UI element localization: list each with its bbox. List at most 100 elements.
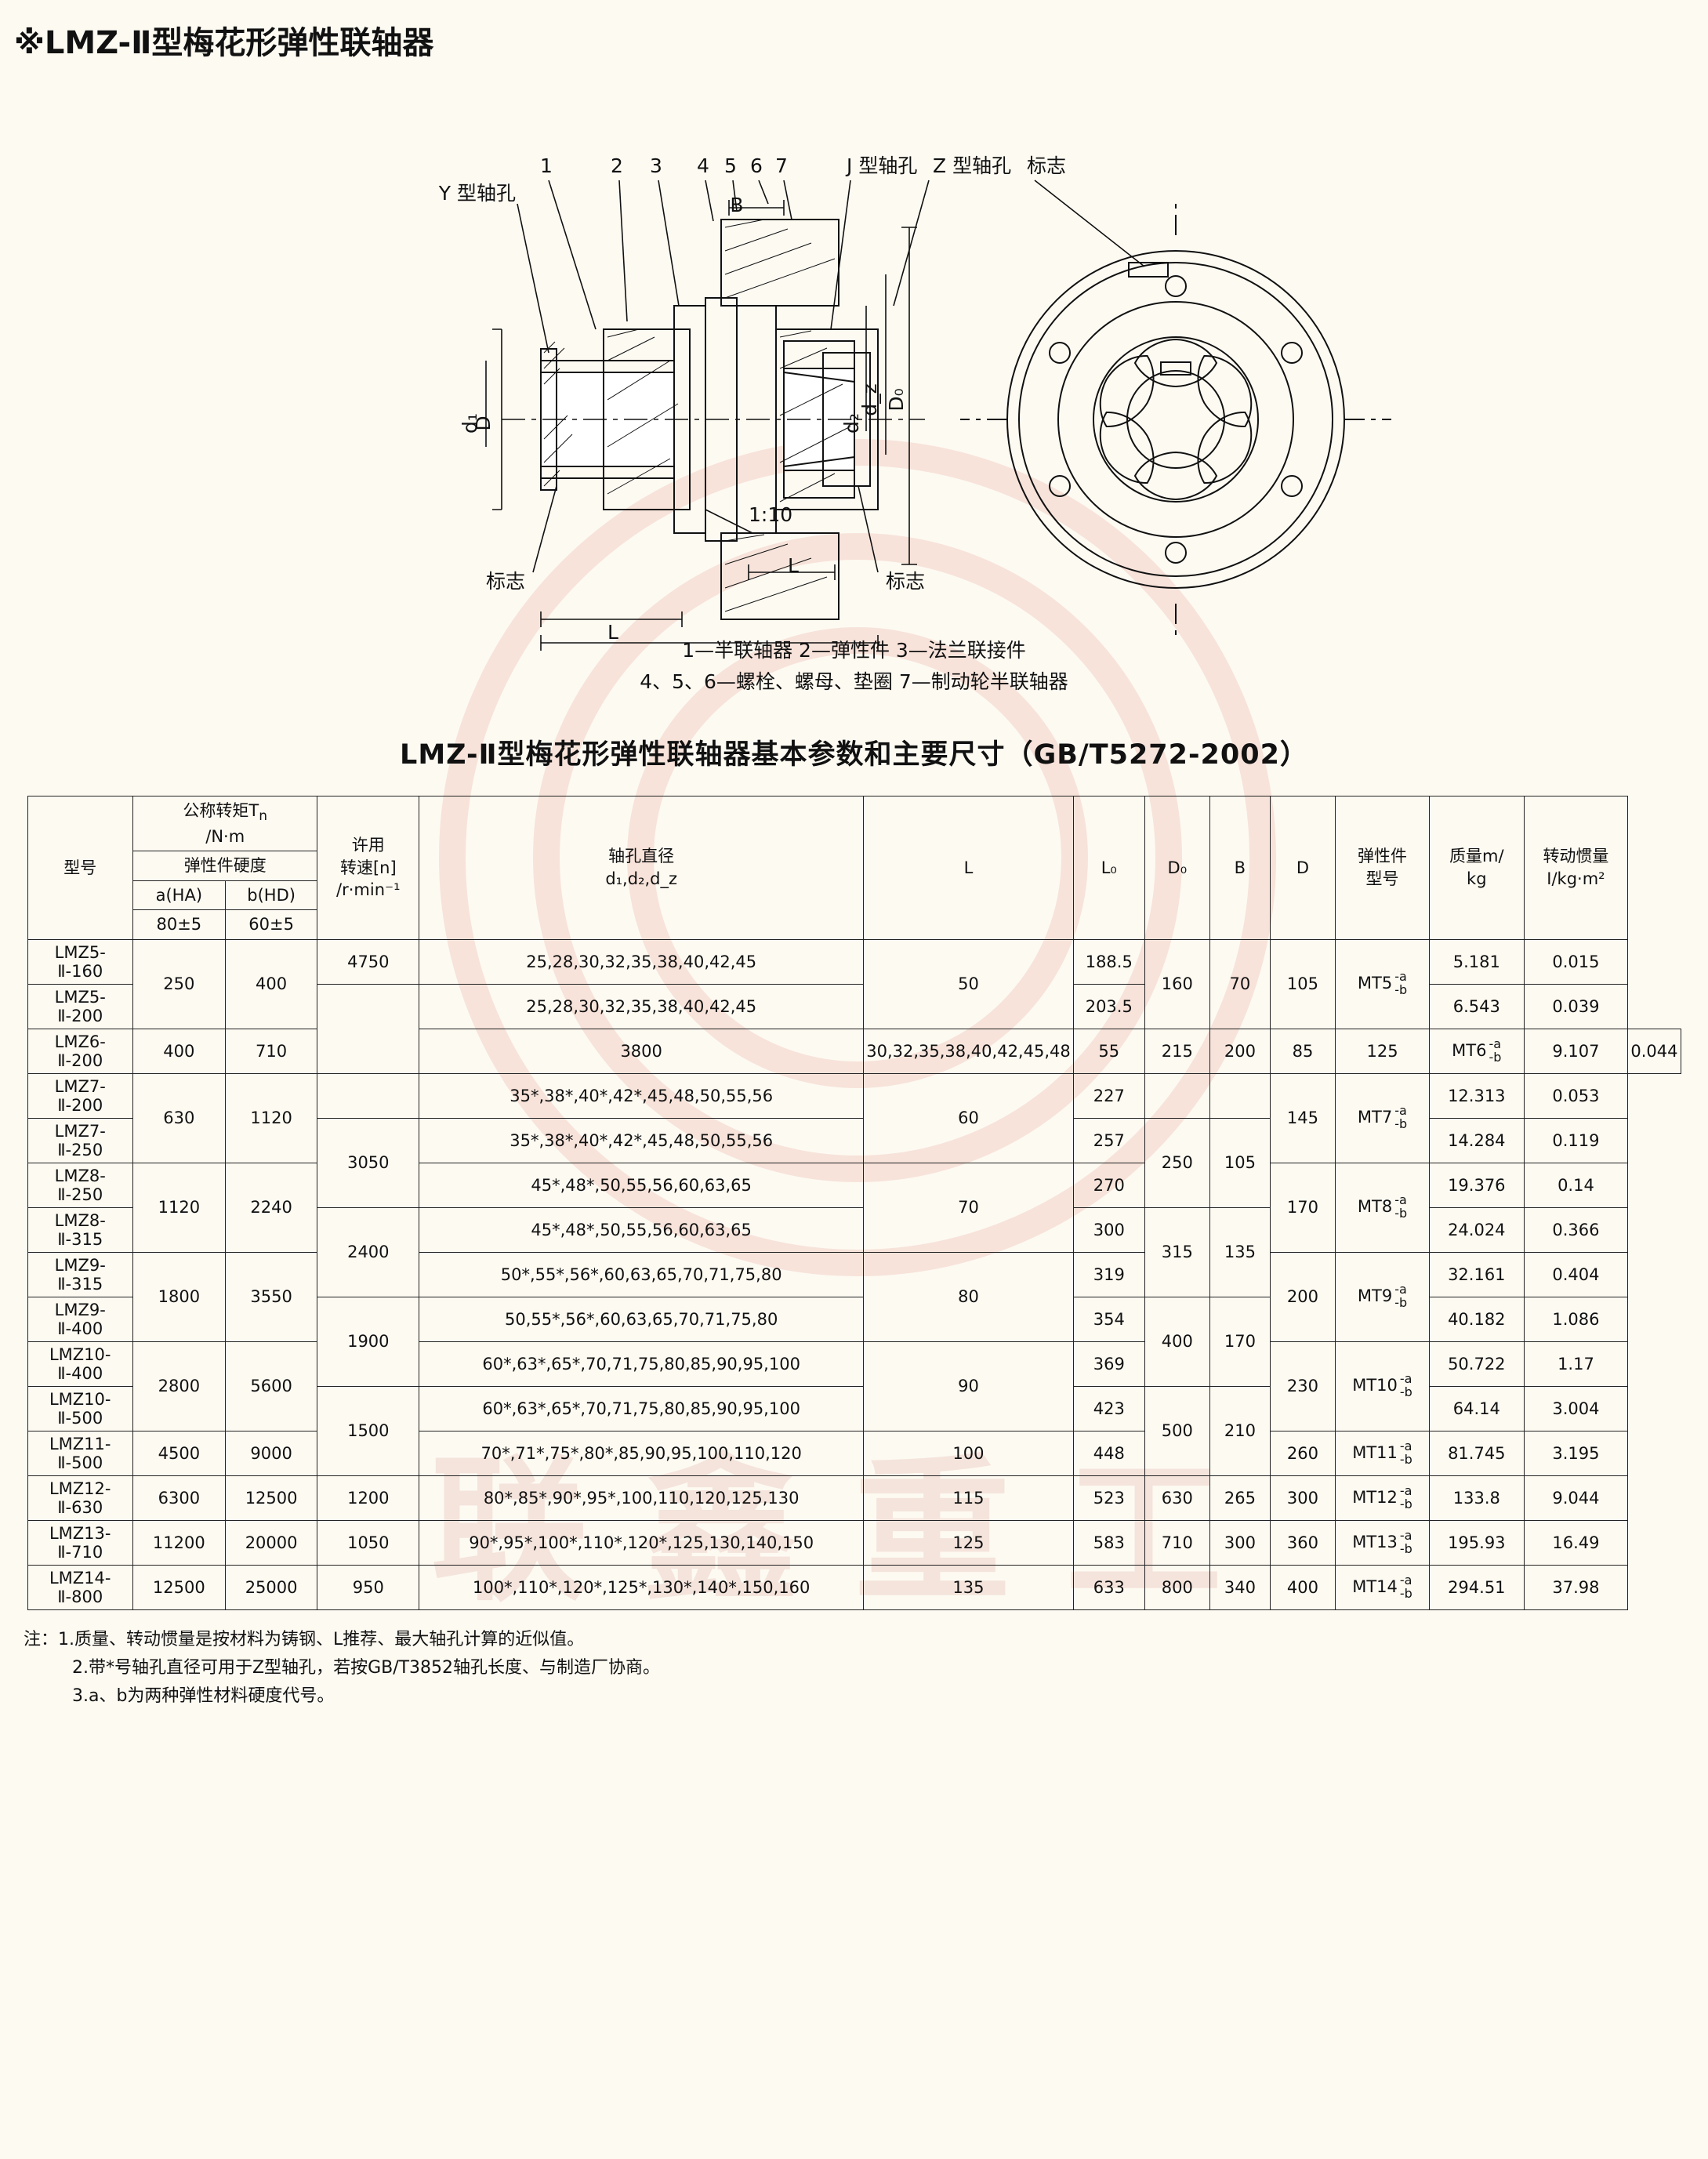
cell-D: 230 — [1269, 1341, 1336, 1431]
cell-L0: 319 — [1072, 1251, 1145, 1297]
cell-mass: 32.161 — [1429, 1251, 1525, 1297]
cell-B: 85 — [1269, 1028, 1336, 1074]
cell-D: 360 — [1269, 1519, 1336, 1566]
cell-a: 11200 — [132, 1519, 226, 1566]
cell-model: LMZ9- Ⅱ-315 — [27, 1251, 133, 1297]
cell-mass: 5.181 — [1429, 938, 1525, 985]
cell-speed: 3800 — [419, 1028, 865, 1074]
cell-bore: 35*,38*,40*,42*,45,48,50,55,56 — [419, 1072, 865, 1119]
cell-B: 340 — [1209, 1564, 1271, 1610]
cell-D: 300 — [1269, 1475, 1336, 1521]
cell-a: 4500 — [132, 1430, 226, 1476]
cell-mass: 133.8 — [1429, 1475, 1525, 1521]
col-header-D: D — [1269, 796, 1336, 940]
cell-bore: 60*,63*,65*,70,71,75,80,85,90,95,100 — [419, 1385, 865, 1431]
cell-bore: 50*,55*,56*,60,63,65,70,71,75,80 — [419, 1251, 865, 1297]
cell-bore: 50,55*,56*,60,63,65,70,71,75,80 — [419, 1296, 865, 1342]
cell-elastic: MT10 ‑a ‑b — [1334, 1341, 1431, 1431]
table-row: LMZ9- Ⅱ-315 1800 3550 50*,55*,56*,60,63,6… — [27, 1251, 1681, 1342]
cell-mass: 81.745 — [1429, 1430, 1525, 1476]
cell-a: 1800 — [132, 1251, 226, 1342]
cell-inertia: 9.044 — [1523, 1475, 1629, 1521]
cell-mass: 40.182 — [1429, 1296, 1525, 1342]
cell-D: 400 — [1269, 1564, 1336, 1610]
cell-L: 50 — [863, 938, 1074, 1029]
cell-D0 — [1144, 1072, 1210, 1119]
cell-model: LMZ7- Ⅱ-250 — [27, 1117, 133, 1163]
cell-model: LMZ7- Ⅱ-200 — [27, 1072, 133, 1119]
svg-text:L₀: L₀ — [692, 648, 711, 651]
cell-a: 1120 — [132, 1162, 226, 1253]
table-notes: 注：1.质量、转动惯量是按材料为铸钢、L推荐、最大轴孔计算的近似值。 2.带*号… — [24, 1626, 1708, 1711]
cell-D0: 400 — [1144, 1296, 1210, 1387]
svg-text:J 型轴孔: J 型轴孔 — [845, 154, 917, 177]
cell-inertia: 1.17 — [1523, 1341, 1629, 1387]
col-header-inertia: 转动惯量 I/kg·m² — [1523, 796, 1629, 940]
table-row: LMZ9- Ⅱ-400 1900 50,55*,56*,60,63,65,70,7… — [27, 1296, 1681, 1387]
cell-B: 70 — [1209, 938, 1271, 1029]
cell-elastic: MT7 ‑a ‑b — [1334, 1072, 1431, 1163]
cell-bore: 25,28,30,32,35,38,40,42,45 — [419, 983, 865, 1029]
cell-D0: 500 — [1144, 1385, 1210, 1476]
cell-a: 630 — [132, 1072, 226, 1163]
spec-table: 型号 公称转矩Tn /N·m 许用 转速[n] /r·min⁻¹ 轴孔直径 d₁… — [27, 795, 1681, 1610]
cell-mass: 50.722 — [1429, 1341, 1525, 1387]
col-header-b-hd: b(HD) — [224, 880, 318, 911]
page-title: ※LMZ-Ⅱ型梅花形弹性联轴器 — [14, 25, 434, 61]
cell-inertia: 16.49 — [1523, 1519, 1629, 1566]
cell-D0: 630 — [1144, 1475, 1210, 1521]
svg-text:标志: 标志 — [486, 570, 525, 593]
cell-L: 90 — [863, 1341, 1074, 1431]
col-header-L: L — [863, 796, 1074, 940]
cell-L: 115 — [863, 1475, 1074, 1521]
cell-speed: 2400 — [317, 1206, 420, 1297]
cell-b: 1120 — [224, 1072, 318, 1163]
svg-text:1:10: 1:10 — [749, 503, 792, 526]
cell-B — [1209, 1072, 1271, 1119]
cell-L: 125 — [863, 1519, 1074, 1566]
cell-bore: 45*,48*,50,55,56,60,63,65 — [419, 1206, 865, 1253]
table-row: LMZ5- Ⅱ-200 25,28,30,32,35,38,40,42,45 20… — [27, 983, 1681, 1074]
cell-b: 12500 — [224, 1475, 318, 1521]
col-header-L0: L₀ — [1072, 796, 1145, 940]
cell-D0: 710 — [1144, 1519, 1210, 1566]
cell-speed: 3050 — [317, 1117, 420, 1208]
svg-text:7: 7 — [775, 154, 788, 177]
cell-model: LMZ14- Ⅱ-800 — [27, 1564, 133, 1610]
cell-speed — [317, 983, 420, 1074]
cell-B: 135 — [1209, 1206, 1271, 1297]
svg-text:L: L — [607, 621, 618, 644]
table-row: LMZ10- Ⅱ-500 1500 60*,63*,65*,70,71,75,80… — [27, 1385, 1681, 1476]
cell-bore: 60*,63*,65*,70,71,75,80,85,90,95,100 — [419, 1341, 865, 1387]
cell-speed: 1900 — [317, 1296, 420, 1387]
svg-text:5: 5 — [724, 154, 737, 177]
cell-elastic: MT14 ‑a ‑b — [1334, 1564, 1431, 1610]
cell-L: 100 — [863, 1430, 1074, 1476]
col-header-a-value: 80±5 — [132, 909, 226, 940]
svg-text:D₀: D₀ — [885, 388, 908, 411]
cell-D0: 315 — [1144, 1206, 1210, 1297]
svg-text:标志: 标志 — [1027, 154, 1066, 177]
cell-speed: 1050 — [317, 1519, 420, 1566]
cell-b: 25000 — [224, 1564, 318, 1610]
assembly-drawing: 1 2 3 4 5 6 7 Y 型轴孔 J 型轴孔 Z 型轴孔 标志 标志 标志… — [0, 71, 1708, 666]
cell-model: LMZ12- Ⅱ-630 — [27, 1475, 133, 1521]
col-header-hardness: 弹性件硬度 — [132, 851, 318, 881]
table-row: LMZ14- Ⅱ-800 12500 25000 950 100*,110*,12… — [27, 1564, 1681, 1610]
cell-mass: 6.543 — [1429, 983, 1525, 1029]
cell-D: 145 — [1269, 1072, 1336, 1163]
cell-L: 135 — [863, 1564, 1074, 1610]
cell-inertia: 0.015 — [1523, 938, 1629, 985]
cell-bore: 90*,95*,100*,110*,120*,125,130,140,150 — [419, 1519, 865, 1566]
cell-model: LMZ6- Ⅱ-200 — [27, 1028, 133, 1074]
cell-a: 250 — [132, 938, 226, 1029]
cell-model: LMZ8- Ⅱ-315 — [27, 1206, 133, 1253]
svg-text:Y 型轴孔: Y 型轴孔 — [438, 182, 516, 205]
col-header-a-ha: a(HA) — [132, 880, 226, 911]
cell-speed — [317, 1072, 420, 1119]
svg-text:2: 2 — [611, 154, 623, 177]
cell-L0: 257 — [1072, 1117, 1145, 1163]
table-row: LMZ8- Ⅱ-315 2400 45*,48*,50,55,56,60,63,6… — [27, 1206, 1681, 1297]
cell-inertia: 3.195 — [1523, 1430, 1629, 1476]
cell-mass: 14.284 — [1429, 1117, 1525, 1163]
